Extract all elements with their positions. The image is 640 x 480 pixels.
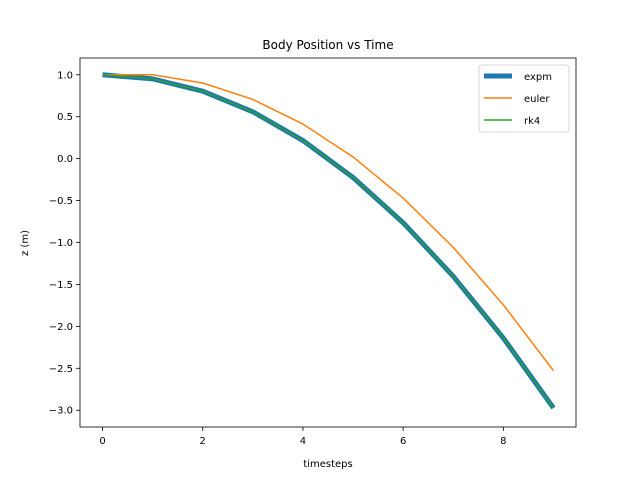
y-tick-label: −1.5 — [49, 280, 73, 291]
x-tick-label: 2 — [200, 436, 206, 447]
series-line-rk4 — [102, 74, 555, 409]
y-tick-label: −3.0 — [49, 406, 73, 417]
legend-label-rk4: rk4 — [524, 116, 540, 127]
legend-label-expm: expm — [524, 72, 552, 83]
y-axis-label: z (m) — [20, 230, 31, 256]
legend: expm euler rk4 — [478, 64, 570, 133]
x-axis-label: timesteps — [303, 459, 352, 470]
y-tick-label: −1.0 — [49, 238, 73, 249]
legend-label-euler: euler — [524, 94, 550, 105]
legend-box — [478, 64, 570, 133]
y-tick-label: −0.5 — [49, 196, 73, 207]
x-tick-label: 0 — [99, 436, 105, 447]
x-tick-label: 4 — [300, 436, 306, 447]
y-tick-label: −2.0 — [49, 322, 73, 333]
plot-area: 0 2 4 6 8 1.0 0.5 0.0 −0.5 −1.0 −1.5 −2.0 −2.5 −3.0 — [49, 57, 577, 447]
y-tick-label: 0.5 — [57, 112, 73, 123]
chart-title: Body Position vs Time — [262, 38, 393, 52]
x-tick-label: 6 — [400, 436, 406, 447]
series-line-euler — [102, 74, 555, 372]
y-tick-label: 0.0 — [57, 154, 73, 165]
y-tick-label: −2.5 — [49, 364, 73, 375]
x-tick-label: 8 — [500, 436, 506, 447]
y-tick-label: 1.0 — [57, 70, 73, 81]
